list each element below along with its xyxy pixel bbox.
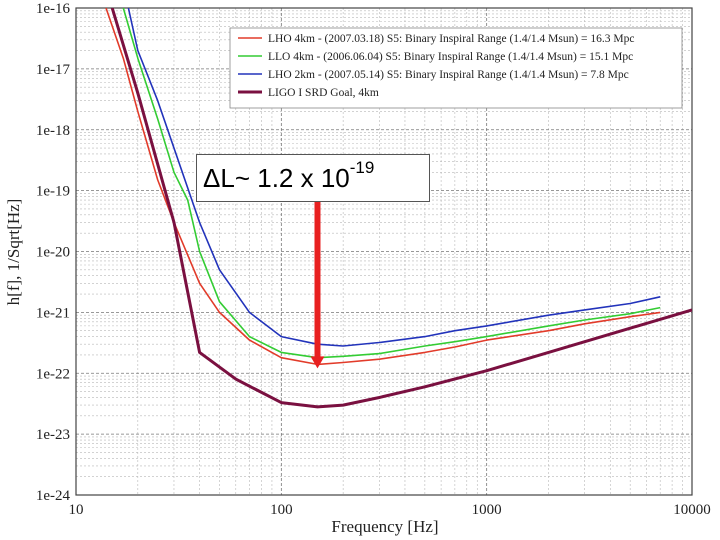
y-tick-label: 1e-24 bbox=[36, 488, 71, 504]
y-tick-label: 1e-18 bbox=[36, 123, 70, 139]
y-tick-label: 1e-21 bbox=[36, 305, 70, 321]
y-tick-label: 1e-20 bbox=[36, 245, 70, 261]
x-tick-label: 1000 bbox=[472, 502, 502, 518]
delta-l-annotation: ΔL~ 1.2 x 10-19 bbox=[196, 154, 430, 202]
series-line-3 bbox=[127, 8, 661, 347]
y-tick-label: 1e-16 bbox=[36, 1, 71, 17]
x-tick-label: 100 bbox=[270, 502, 293, 518]
legend-box bbox=[229, 27, 683, 109]
legend: LHO 4km - (2007.03.18) S5: Binary Inspir… bbox=[229, 27, 683, 109]
legend-entry-3: LHO 2km - (2007.05.14) S5: Binary Inspir… bbox=[268, 69, 629, 81]
tick-labels: 10 100 1000 10000 1e-24 1e-23 1e-22 1e-21 1e-20 1… bbox=[36, 1, 711, 518]
legend-entry-4: LIGO I SRD Goal, 4km bbox=[268, 87, 379, 99]
y-tick-label: 1e-23 bbox=[36, 427, 70, 443]
plot-frame bbox=[75, 7, 693, 496]
series-line-4 bbox=[110, 8, 692, 409]
annotation-arrow bbox=[310, 190, 325, 369]
annotation-main: ΔL~ 1.2 x 10 bbox=[203, 163, 350, 193]
x-tick-label: 10000 bbox=[673, 502, 711, 518]
legend-entry-1: LHO 4km - (2007.03.18) S5: Binary Inspir… bbox=[268, 33, 634, 45]
y-tick-label: 1e-17 bbox=[36, 62, 71, 78]
y-axis-label: h[f], 1/Sqrt[Hz] bbox=[4, 199, 23, 306]
x-axis-label: Frequency [Hz] bbox=[331, 517, 438, 536]
y-tick-label: 1e-22 bbox=[36, 366, 70, 382]
y-tick-label: 1e-19 bbox=[36, 184, 70, 200]
annotation-exponent: -19 bbox=[349, 158, 375, 177]
arrow-head bbox=[310, 356, 325, 369]
legend-entry-2: LLO 4km - (2006.06.04) S5: Binary Inspir… bbox=[268, 51, 633, 63]
x-tick-label: 10 bbox=[69, 502, 84, 518]
